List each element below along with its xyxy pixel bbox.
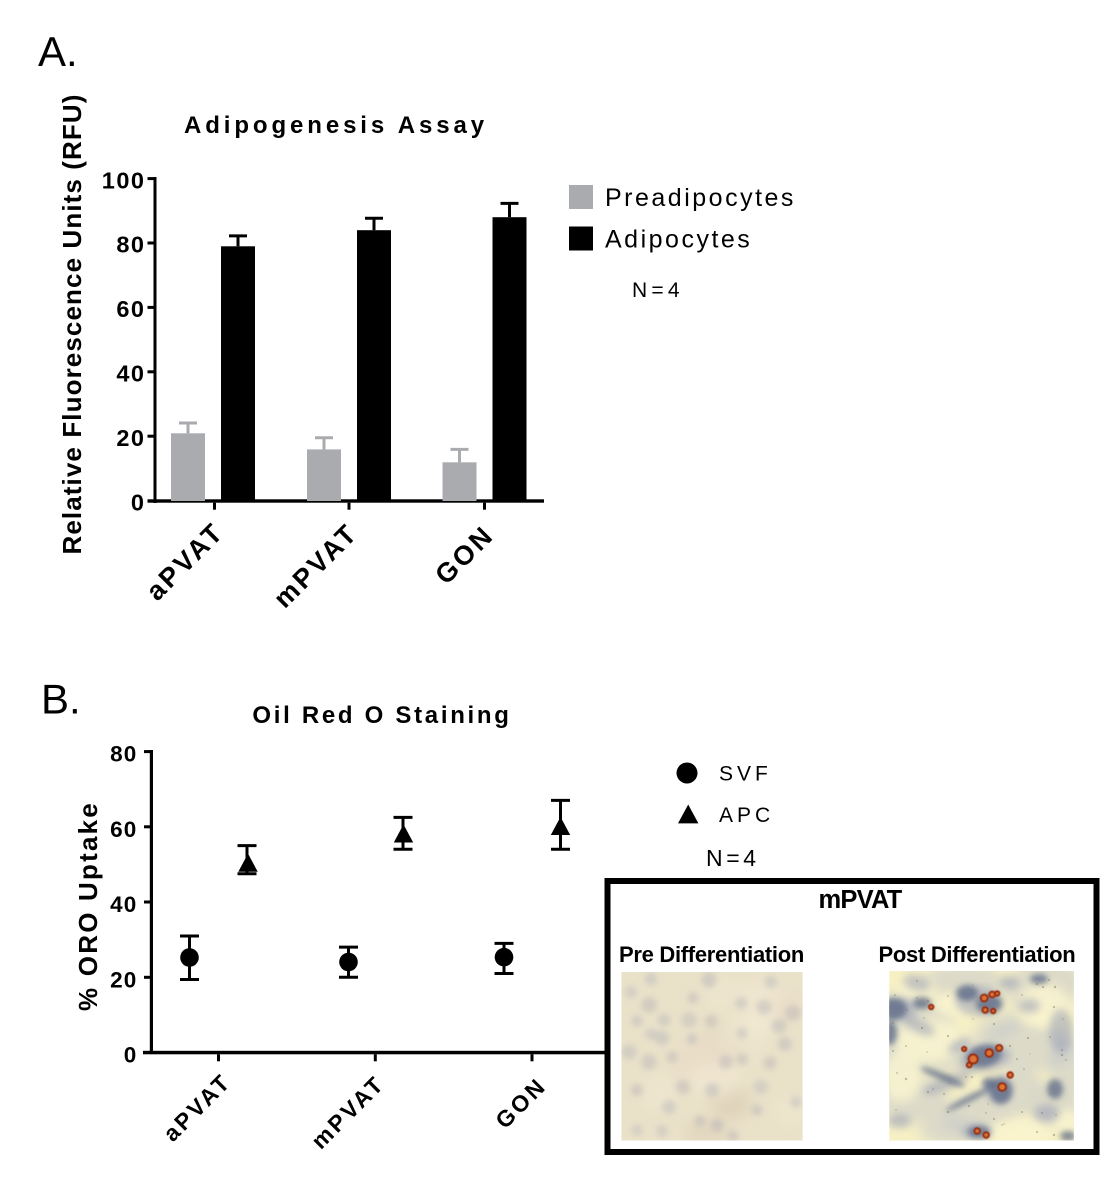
svg-text:Adipogenesis Assay: Adipogenesis Assay	[184, 112, 488, 139]
svg-text:40: 40	[110, 892, 137, 917]
svg-text:aPVAT: aPVAT	[158, 1068, 236, 1146]
svg-text:0: 0	[131, 489, 146, 515]
svg-text:60: 60	[116, 296, 145, 322]
svg-text:SVF: SVF	[719, 763, 772, 786]
svg-text:80: 80	[116, 232, 145, 258]
svg-text:80: 80	[110, 742, 137, 767]
svg-text:Oil Red O Staining: Oil Red O Staining	[252, 702, 511, 729]
svg-text:A.: A.	[38, 28, 78, 75]
svg-text:60: 60	[110, 817, 137, 842]
svg-text:20: 20	[116, 425, 145, 451]
svg-text:0: 0	[124, 1043, 138, 1068]
svg-text:GON: GON	[490, 1072, 551, 1133]
svg-text:GON: GON	[429, 520, 500, 591]
svg-text:mPVAT: mPVAT	[306, 1070, 390, 1154]
svg-text:mPVAT: mPVAT	[819, 886, 903, 914]
svg-text:20: 20	[110, 967, 137, 992]
svg-text:B.: B.	[41, 676, 81, 723]
svg-text:aPVAT: aPVAT	[140, 517, 230, 607]
svg-text:% ORO Uptake: % ORO Uptake	[73, 801, 103, 1011]
svg-text:APC: APC	[719, 804, 774, 827]
svg-text:N = 4: N = 4	[706, 845, 756, 871]
svg-text:Relative Fluorescence Units (R: Relative Fluorescence Units (RFU)	[57, 93, 87, 554]
svg-text:Post Differentiation: Post Differentiation	[879, 942, 1076, 967]
svg-text:N = 4: N = 4	[632, 279, 680, 302]
svg-text:Pre Differentiation: Pre Differentiation	[619, 942, 804, 967]
svg-text:Adipocytes: Adipocytes	[605, 226, 752, 254]
svg-text:mPVAT: mPVAT	[268, 518, 364, 614]
svg-text:40: 40	[116, 361, 145, 387]
svg-text:Preadipocytes: Preadipocytes	[605, 184, 796, 212]
svg-text:100: 100	[102, 167, 146, 193]
